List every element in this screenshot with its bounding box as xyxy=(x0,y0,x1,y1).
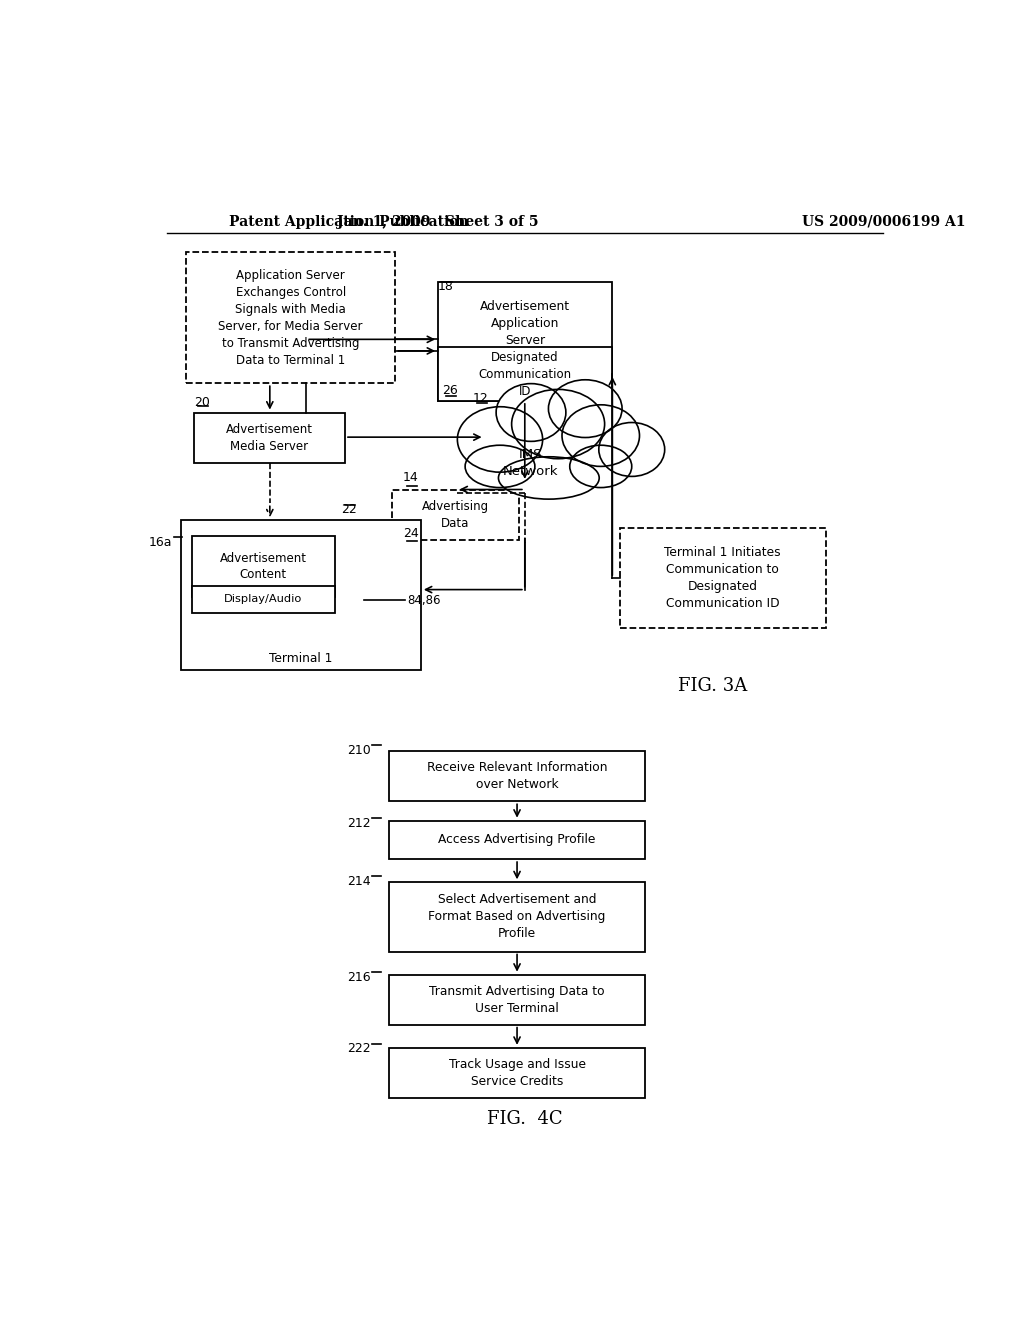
Text: 26: 26 xyxy=(442,384,458,397)
Bar xyxy=(180,520,421,671)
Bar xyxy=(191,536,335,598)
Text: Display/Audio: Display/Audio xyxy=(224,594,302,605)
Text: Select Advertisement and
Format Based on Advertising
Profile: Select Advertisement and Format Based on… xyxy=(428,894,606,940)
Text: Access Advertising Profile: Access Advertising Profile xyxy=(438,833,596,846)
Text: 216: 216 xyxy=(347,970,371,983)
Text: Transmit Advertising Data to
User Terminal: Transmit Advertising Data to User Termin… xyxy=(429,985,605,1015)
Text: 214: 214 xyxy=(347,875,371,887)
Text: 24: 24 xyxy=(403,527,419,540)
Ellipse shape xyxy=(499,457,599,499)
Text: Track Usage and Issue
Service Credits: Track Usage and Issue Service Credits xyxy=(449,1057,586,1088)
Bar xyxy=(191,586,335,612)
Bar xyxy=(438,347,612,401)
Bar xyxy=(389,882,645,952)
Text: Designated
Communication
ID: Designated Communication ID xyxy=(478,351,571,397)
Ellipse shape xyxy=(599,422,665,477)
Ellipse shape xyxy=(458,407,543,473)
Bar xyxy=(621,528,825,628)
Bar xyxy=(194,413,345,462)
Text: 16a: 16a xyxy=(148,536,172,549)
Text: 84,86: 84,86 xyxy=(407,594,440,607)
Text: FIG.  4C: FIG. 4C xyxy=(487,1110,562,1129)
Text: Advertisement
Media Server: Advertisement Media Server xyxy=(226,422,313,453)
Text: Receive Relevant Information
over Network: Receive Relevant Information over Networ… xyxy=(427,762,607,791)
Bar xyxy=(389,1048,645,1098)
Text: Terminal 1: Terminal 1 xyxy=(269,652,333,665)
Text: Advertisement
Content: Advertisement Content xyxy=(220,552,307,582)
Text: 22: 22 xyxy=(341,503,357,516)
Ellipse shape xyxy=(569,445,632,487)
Text: 12: 12 xyxy=(473,392,488,405)
Text: IMS
Network: IMS Network xyxy=(503,447,559,478)
Text: US 2009/0006199 A1: US 2009/0006199 A1 xyxy=(802,215,966,228)
Ellipse shape xyxy=(512,389,604,459)
Text: 20: 20 xyxy=(194,396,210,409)
Text: Patent Application Publication: Patent Application Publication xyxy=(228,215,468,228)
Text: Advertising
Data: Advertising Data xyxy=(422,499,489,529)
Bar xyxy=(438,281,612,401)
Text: FIG. 3A: FIG. 3A xyxy=(678,677,748,694)
Ellipse shape xyxy=(562,405,640,466)
Text: 18: 18 xyxy=(438,280,454,293)
Bar xyxy=(389,974,645,1024)
Ellipse shape xyxy=(496,384,566,441)
Bar xyxy=(389,751,645,801)
Bar xyxy=(389,821,645,859)
Text: 210: 210 xyxy=(347,743,371,756)
Text: Terminal 1 Initiates
Communication to
Designated
Communication ID: Terminal 1 Initiates Communication to De… xyxy=(665,546,781,610)
Text: 212: 212 xyxy=(347,817,371,830)
Bar xyxy=(186,252,395,383)
Bar xyxy=(391,490,519,540)
Ellipse shape xyxy=(549,380,622,437)
Text: Application Server
Exchanges Control
Signals with Media
Server, for Media Server: Application Server Exchanges Control Sig… xyxy=(218,269,362,367)
Text: 14: 14 xyxy=(403,471,419,484)
Text: Advertisement
Application
Server: Advertisement Application Server xyxy=(480,301,570,347)
Text: 222: 222 xyxy=(347,1043,371,1056)
Text: Jan. 1, 2009   Sheet 3 of 5: Jan. 1, 2009 Sheet 3 of 5 xyxy=(337,215,539,228)
Ellipse shape xyxy=(465,445,535,487)
